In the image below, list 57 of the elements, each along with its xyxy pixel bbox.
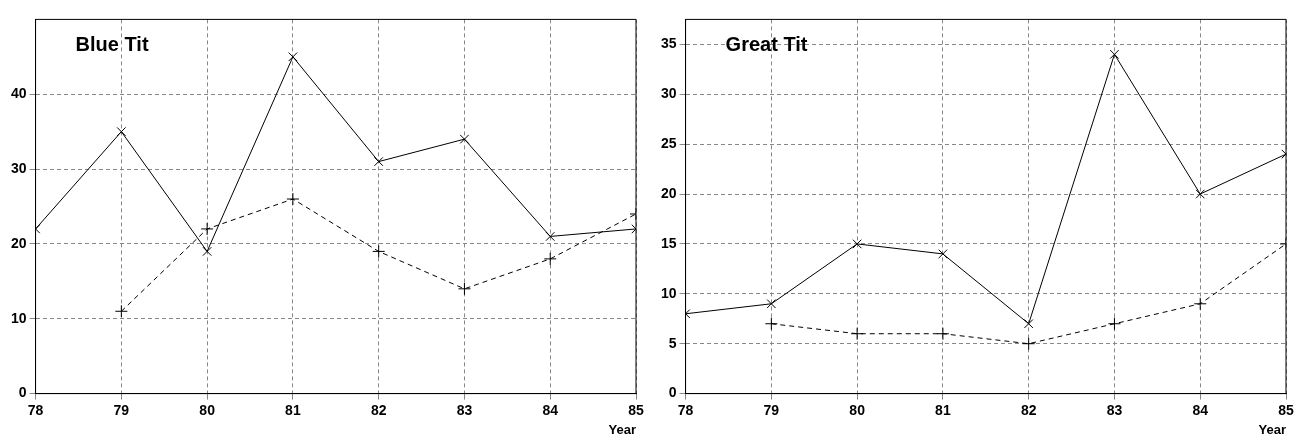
point bbox=[1023, 319, 1034, 329]
point bbox=[114, 304, 128, 318]
text: Blue Tit bbox=[75, 32, 149, 55]
x-tick-label: 82 bbox=[370, 401, 387, 418]
x-tick-label: 84 bbox=[1192, 401, 1209, 418]
x-tick-label: 78 bbox=[677, 401, 694, 418]
x-tick-label: 79 bbox=[763, 401, 780, 418]
point bbox=[457, 282, 471, 296]
x-tick-label: 78 bbox=[27, 401, 44, 418]
x-tick-label: 85 bbox=[1278, 401, 1294, 418]
y-tick-label: 25 bbox=[660, 134, 677, 151]
point bbox=[938, 249, 948, 259]
y-tick-label: 30 bbox=[660, 85, 677, 102]
point bbox=[766, 299, 777, 309]
point bbox=[286, 192, 300, 206]
point bbox=[1109, 49, 1120, 60]
y-tick-label: 30 bbox=[10, 159, 27, 176]
point bbox=[116, 126, 127, 137]
text: Great Tit bbox=[725, 32, 808, 55]
x-tick-label: 83 bbox=[456, 401, 473, 418]
x-tick-label: 82 bbox=[1020, 401, 1037, 418]
x-tick-label: 81 bbox=[285, 401, 301, 418]
point bbox=[1193, 297, 1207, 311]
point bbox=[850, 327, 864, 341]
x-tick-label: 85 bbox=[628, 401, 644, 418]
x-tick-label: 81 bbox=[935, 401, 951, 418]
point bbox=[1195, 189, 1205, 199]
point bbox=[936, 327, 950, 341]
y-tick-label: 10 bbox=[660, 284, 677, 301]
point bbox=[200, 222, 214, 236]
y-tick-label: 40 bbox=[10, 85, 27, 102]
point bbox=[459, 134, 470, 144]
y-tick-label: 15 bbox=[660, 234, 677, 251]
y-tick-label: 35 bbox=[660, 35, 677, 52]
point bbox=[852, 239, 862, 249]
point bbox=[764, 317, 778, 331]
point bbox=[373, 156, 384, 167]
point bbox=[288, 52, 298, 62]
x-tick-label: 80 bbox=[849, 401, 866, 418]
point bbox=[1022, 337, 1036, 351]
y-tick-label: 20 bbox=[660, 184, 677, 201]
x-axis-title: Year bbox=[608, 421, 636, 437]
point bbox=[543, 252, 557, 266]
y-tick-label: 0 bbox=[668, 384, 677, 401]
x-tick-label: 79 bbox=[113, 401, 130, 418]
y-tick-label: 20 bbox=[10, 234, 27, 251]
point bbox=[1107, 317, 1121, 331]
point bbox=[202, 246, 212, 257]
point bbox=[545, 231, 555, 242]
x-tick-label: 83 bbox=[1106, 401, 1123, 418]
y-tick-label: 0 bbox=[18, 384, 27, 401]
x-tick-label: 84 bbox=[542, 401, 559, 418]
x-axis-title: Year bbox=[1258, 421, 1286, 437]
y-tick-label: 5 bbox=[668, 334, 677, 351]
point bbox=[372, 244, 386, 258]
y-tick-label: 10 bbox=[10, 309, 27, 326]
x-tick-label: 80 bbox=[199, 401, 216, 418]
